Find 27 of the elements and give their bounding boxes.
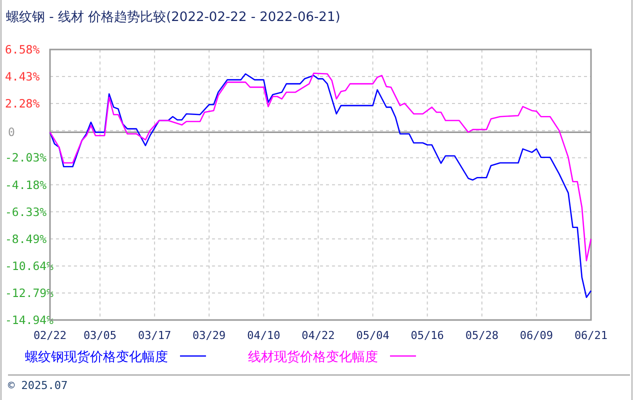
y-tick-label: -10.64% [5,258,54,273]
line-series [49,72,592,262]
y-tick-label: 6.58% [5,42,40,56]
text: © 2025.07 [8,379,68,392]
x-tick-label: 04/10 [247,329,280,342]
x-tick-label: 06/21 [574,329,608,342]
x-tick-label: 05/04 [356,329,390,342]
y-tick-label: -4.18% [5,178,47,192]
x-tick-label: 03/05 [83,329,117,342]
y-tick-label: 4.43% [5,70,40,84]
legend-label: 螺纹钢现货价格变化幅度 [25,349,168,365]
chart-title: 螺纹钢 - 线材 价格趋势比较(2022-02-22 - 2022-06-21) [6,10,340,25]
y-tick-label: 2.28% [5,96,40,111]
y-tick-label: -12.79% [5,286,54,300]
x-tick-label: 05/16 [410,329,444,342]
x-tick-label: 02/22 [33,329,67,342]
y-tick-label: -6.33% [5,204,47,219]
x-tick-label: 04/22 [302,329,335,342]
x-tick-label: 05/28 [465,329,498,342]
y-tick-label: -8.49% [5,232,47,246]
x-tick-label: 06/09 [520,329,554,342]
legend-label: 线材现货价格变化幅度 [248,349,378,365]
y-tick-label: 0 [8,125,15,140]
y-tick-label: -14.94% [5,313,54,327]
x-tick-label: 03/17 [138,329,172,342]
y-tick-label: -2.03% [5,150,47,165]
x-tick-label: 03/29 [192,329,226,342]
